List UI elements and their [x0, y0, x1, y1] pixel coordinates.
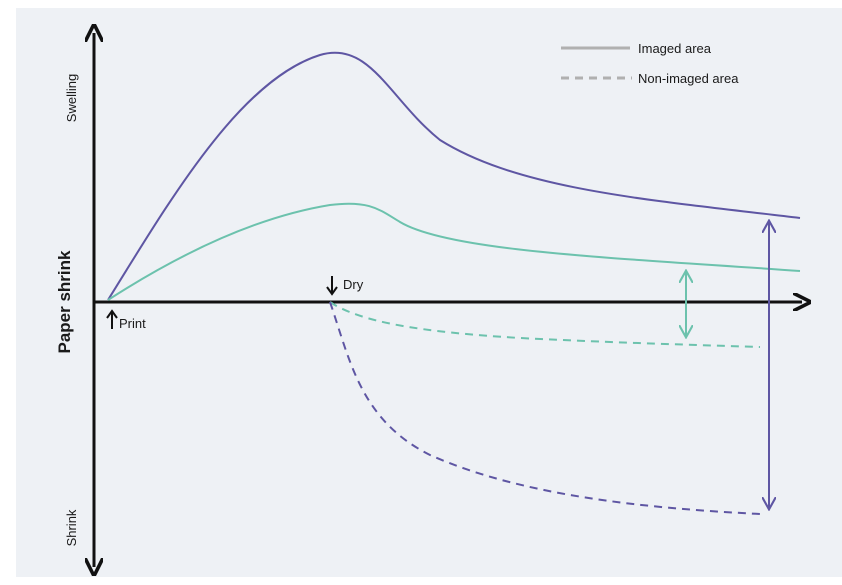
teal-non-imaged-curve: [329, 301, 761, 348]
purple-imaged-curve: [107, 51, 801, 301]
legend-dashed-label: Non-imaged area: [638, 71, 739, 86]
dry-label: Dry: [343, 277, 364, 292]
print-marker: Print: [106, 309, 146, 331]
dry-marker: Dry: [326, 276, 364, 296]
print-label: Print: [119, 316, 146, 331]
teal-imaged-curve: [107, 202, 801, 301]
y-axis-top-label: Swelling: [64, 74, 79, 122]
y-axis-bottom-label: Shrink: [64, 509, 79, 546]
legend: Imaged area Non-imaged area: [561, 41, 739, 86]
diagram-panel: [16, 8, 842, 577]
legend-solid-label: Imaged area: [638, 41, 712, 56]
purple-non-imaged-curve: [329, 301, 761, 515]
y-axis-title: Paper shrink: [55, 250, 74, 354]
